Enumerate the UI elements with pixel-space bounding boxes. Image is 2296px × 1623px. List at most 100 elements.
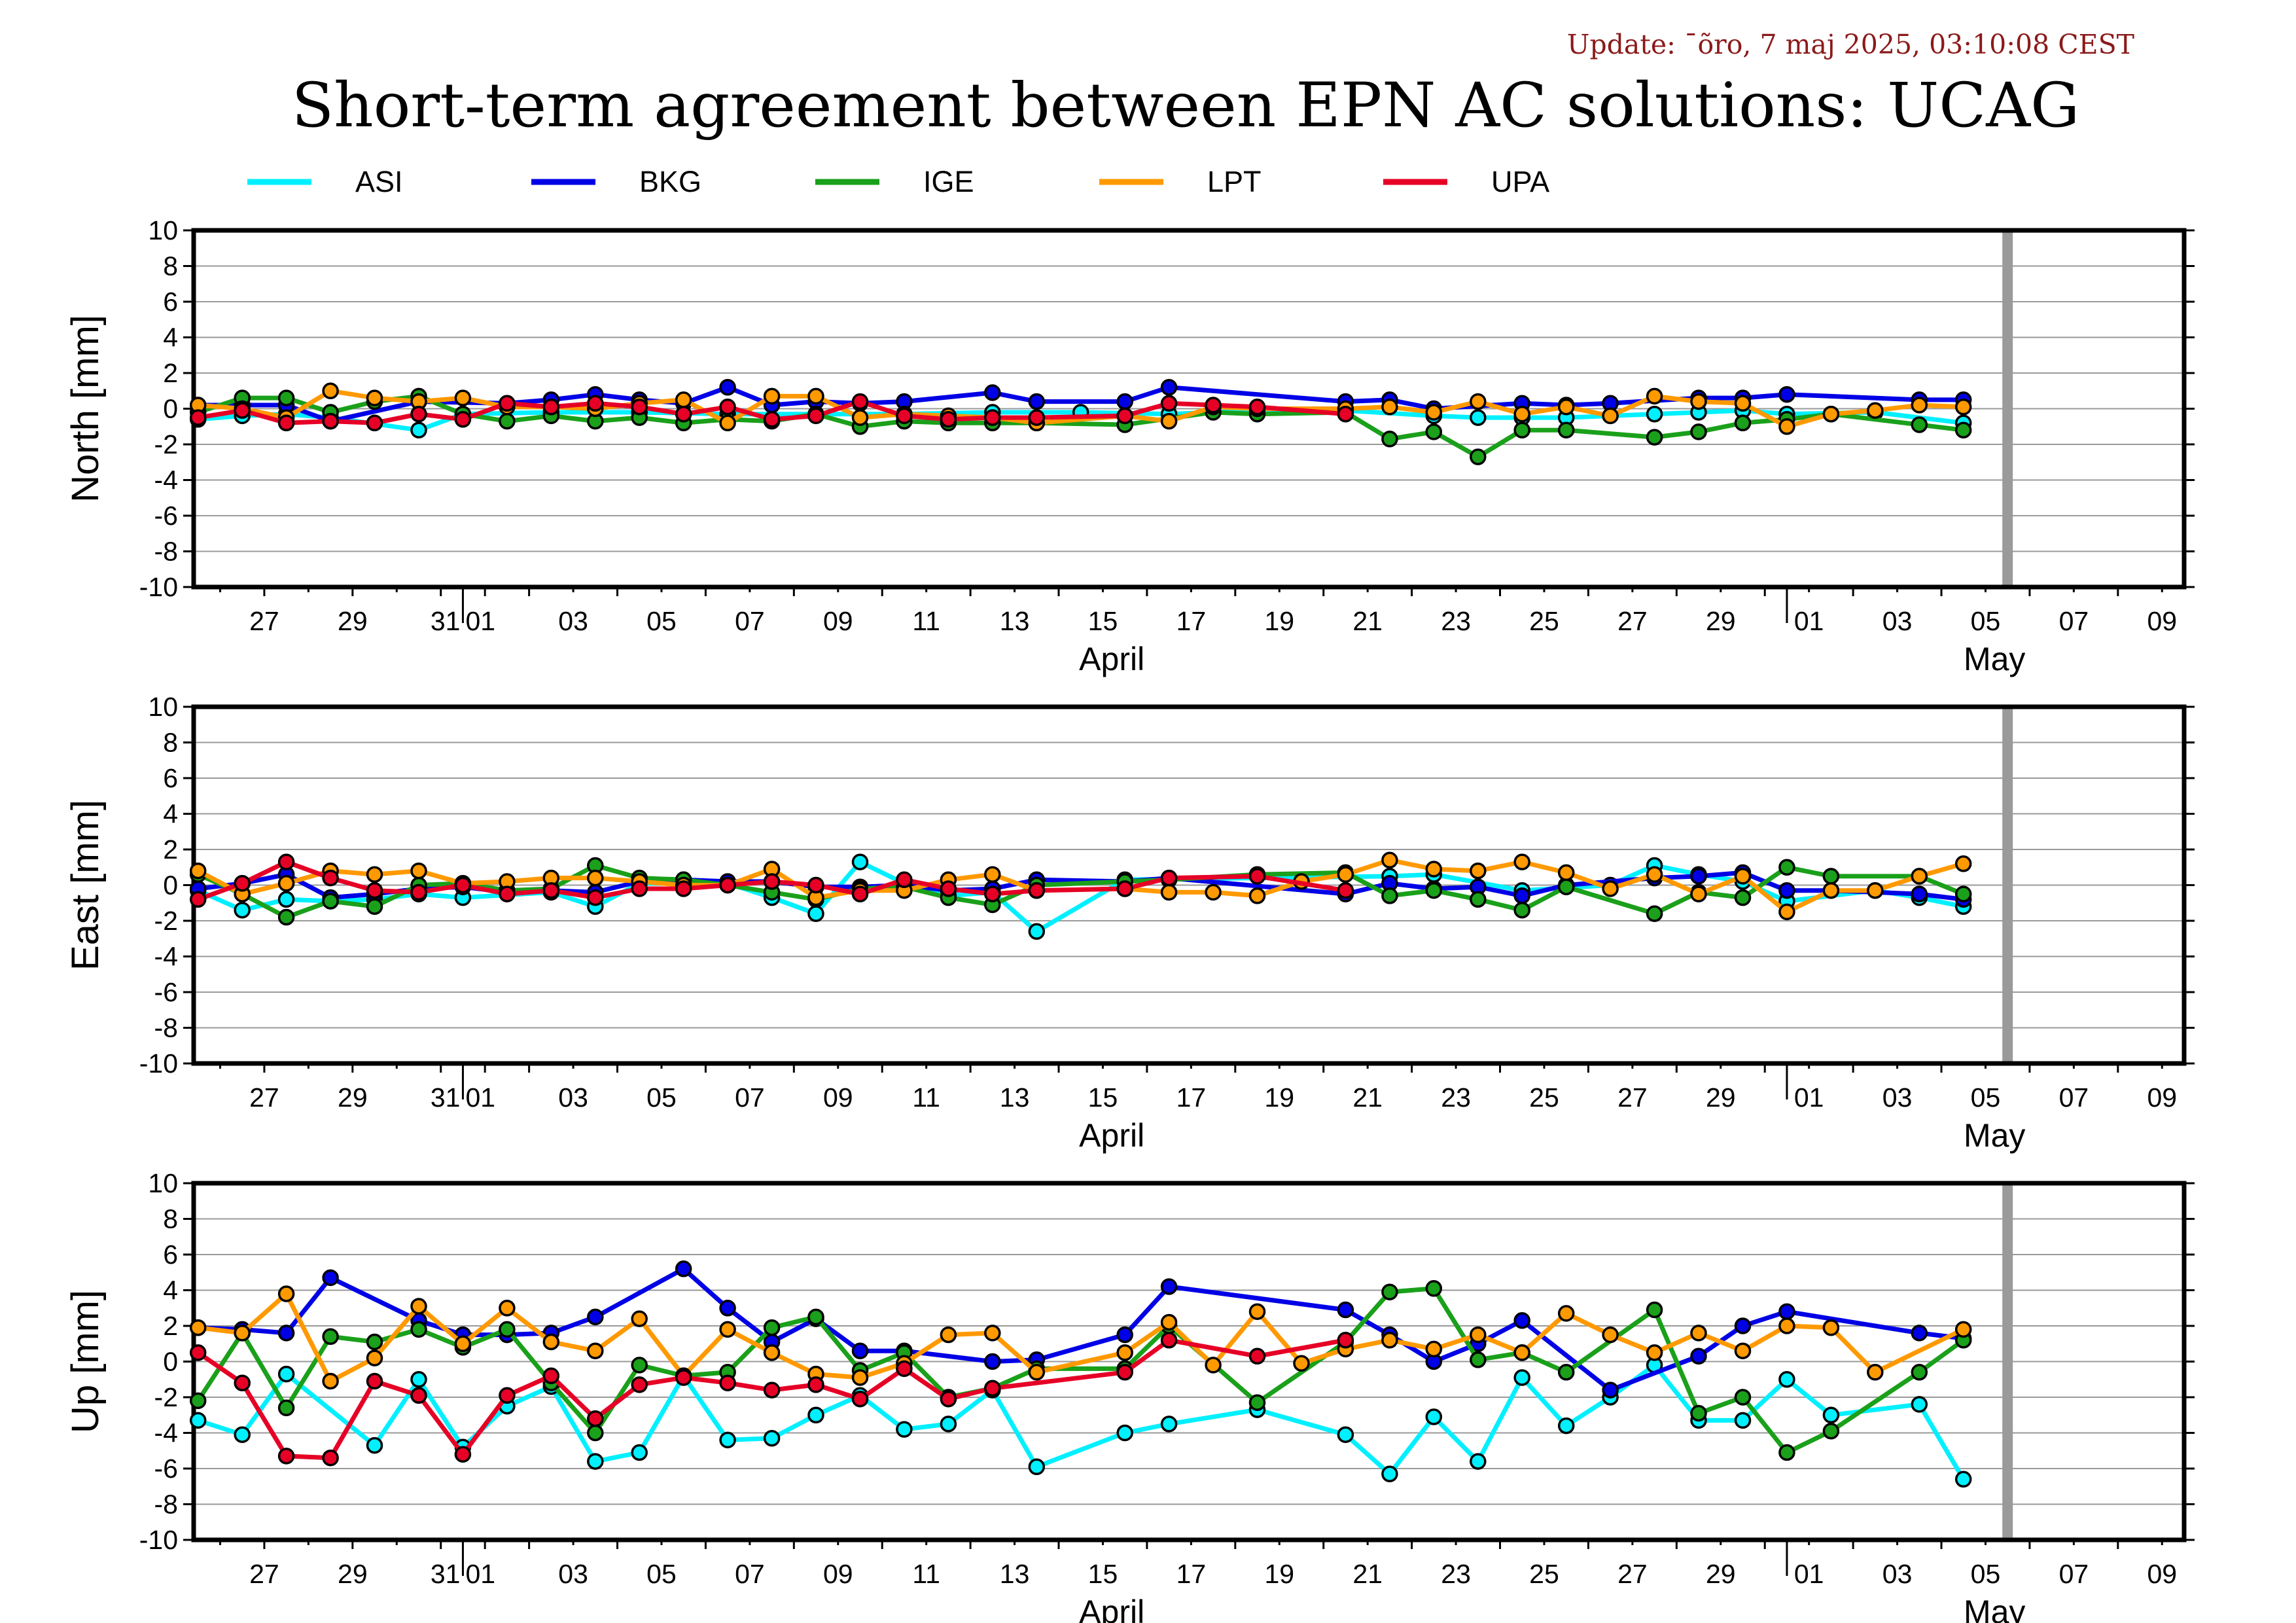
data-point-asi xyxy=(940,1416,957,1433)
data-point-lpt xyxy=(1646,866,1663,883)
data-point-bkg xyxy=(1911,1325,1928,1342)
data-point-asi xyxy=(807,905,824,922)
data-point-lpt xyxy=(1557,399,1575,416)
data-point-bkg xyxy=(587,1308,604,1326)
data-point-asi xyxy=(587,1453,604,1470)
data-point-ige xyxy=(499,412,516,430)
data-point-upa xyxy=(277,414,295,432)
data-point-upa xyxy=(587,1410,604,1427)
data-point-ige xyxy=(1954,421,1972,438)
data-point-lpt xyxy=(851,1369,869,1386)
data-point-upa xyxy=(542,1367,560,1385)
data-point-upa xyxy=(410,1387,427,1404)
y-tick-label: -4 xyxy=(154,942,178,972)
x-tick-label: 07 xyxy=(2059,606,2089,636)
x-tick-label: 31 xyxy=(431,606,461,636)
data-point-bkg xyxy=(1778,1303,1795,1320)
data-point-lpt xyxy=(1381,851,1398,869)
data-point-upa xyxy=(807,1376,824,1393)
data-point-upa xyxy=(499,1387,516,1404)
data-point-bkg xyxy=(1734,1317,1752,1334)
x-tick-label: 23 xyxy=(1441,606,1471,636)
data-point-upa xyxy=(454,411,472,428)
x-tick-label: 27 xyxy=(249,1082,279,1113)
x-tick-label: 07 xyxy=(2059,1082,2089,1113)
data-point-lpt xyxy=(763,1344,781,1361)
y-tick-label: 4 xyxy=(163,323,178,353)
data-point-upa xyxy=(1337,405,1354,423)
x-tick-label: 27 xyxy=(1617,1559,1648,1589)
data-point-asi xyxy=(1470,409,1487,426)
x-tick-label: 07 xyxy=(735,1082,765,1113)
data-point-lpt xyxy=(1205,1357,1222,1374)
data-point-asi xyxy=(1557,1417,1575,1435)
x-tick-label: 07 xyxy=(735,1559,765,1589)
data-point-lpt xyxy=(1822,1319,1840,1336)
data-point-lpt xyxy=(719,1321,736,1338)
data-point-ige xyxy=(1646,905,1663,922)
legend-label-asi: ASI xyxy=(355,165,403,198)
y-tick-label: -10 xyxy=(139,1048,178,1079)
data-point-lpt xyxy=(1778,1317,1795,1334)
data-point-lpt xyxy=(1911,868,1928,885)
data-point-bkg xyxy=(277,1325,295,1342)
data-point-lpt xyxy=(1778,903,1795,921)
series-upa xyxy=(189,393,1354,432)
data-point-lpt xyxy=(1425,1340,1443,1358)
data-point-lpt xyxy=(322,382,339,400)
y-tick-label: -10 xyxy=(139,572,178,602)
data-point-asi xyxy=(1954,1471,1972,1488)
data-point-lpt xyxy=(675,391,692,408)
data-point-bkg xyxy=(1337,1301,1354,1319)
data-point-ige xyxy=(1381,431,1398,448)
data-point-asi xyxy=(277,1365,295,1383)
data-point-lpt xyxy=(366,866,383,883)
x-tick-label: 27 xyxy=(1617,606,1648,636)
y-tick-label: 8 xyxy=(163,1204,178,1234)
data-point-upa xyxy=(1160,1332,1178,1349)
data-point-asi xyxy=(1911,1396,1928,1413)
data-point-upa xyxy=(1248,868,1266,885)
x-tick-label: 25 xyxy=(1529,606,1559,636)
data-point-bkg xyxy=(1911,885,1928,902)
data-point-upa xyxy=(234,875,251,892)
data-point-lpt xyxy=(1557,864,1575,882)
data-point-bkg xyxy=(322,1269,339,1287)
y-tick-label: -8 xyxy=(154,537,178,567)
x-tick-label: 17 xyxy=(1176,606,1207,636)
data-point-upa xyxy=(631,880,648,897)
data-point-lpt xyxy=(851,409,869,426)
x-tick-label: 05 xyxy=(1971,606,2001,636)
data-point-ige xyxy=(1381,887,1398,904)
data-point-upa xyxy=(940,411,957,428)
data-point-lpt xyxy=(984,1325,1001,1342)
data-point-asi xyxy=(1160,1416,1178,1433)
y-tick-label: 10 xyxy=(148,692,178,722)
x-tick-label: 23 xyxy=(1441,1082,1471,1113)
x-tick-label: 21 xyxy=(1352,1559,1383,1589)
data-point-upa xyxy=(851,1390,869,1408)
y-tick-label: -6 xyxy=(154,501,178,531)
data-point-upa xyxy=(499,395,516,412)
data-point-asi xyxy=(896,1421,913,1438)
data-point-lpt xyxy=(410,862,427,880)
data-point-lpt xyxy=(1028,1364,1046,1381)
update-timestamp: Update: ¯õro, 7 maj 2025, 03:10:08 CEST xyxy=(1567,29,2134,60)
x-tick-label: 09 xyxy=(823,1559,853,1589)
data-point-ige xyxy=(1470,891,1487,908)
data-point-upa xyxy=(984,409,1001,426)
data-point-upa xyxy=(719,399,736,416)
data-point-upa xyxy=(1248,399,1266,416)
data-point-bkg xyxy=(1690,1347,1707,1365)
series-upa xyxy=(189,1332,1354,1467)
data-point-asi xyxy=(234,901,251,919)
data-point-lpt xyxy=(1293,1355,1310,1372)
x-tick-label: 15 xyxy=(1088,606,1118,636)
legend: ASI BKG IGE LPT UPA xyxy=(247,165,1549,198)
data-point-asi xyxy=(1028,1458,1046,1476)
data-point-upa xyxy=(763,411,781,428)
x-tick-label: 11 xyxy=(912,1559,940,1589)
data-point-asi xyxy=(1822,1406,1840,1424)
data-point-lpt xyxy=(1425,861,1443,878)
